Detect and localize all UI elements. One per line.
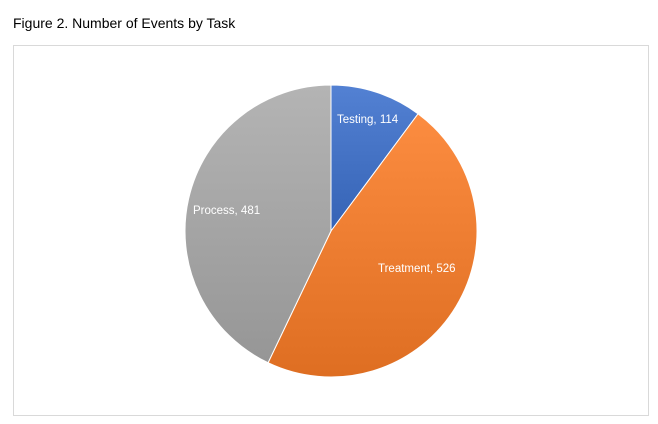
data-label-process: Process, 481 xyxy=(193,205,260,217)
figure-title: Figure 2. Number of Events by Task xyxy=(13,15,236,31)
pie-slice-testing xyxy=(330,84,419,233)
data-label-testing: Testing, 114 xyxy=(337,114,399,126)
pie-slices xyxy=(184,84,478,378)
pie-slice-treatment xyxy=(267,113,478,378)
pie-data-labels: Testing, 114 Treatment, 526 Process, 481 xyxy=(193,114,456,275)
data-label-treatment: Treatment, 526 xyxy=(378,263,456,275)
pie-slice-process xyxy=(184,84,332,364)
